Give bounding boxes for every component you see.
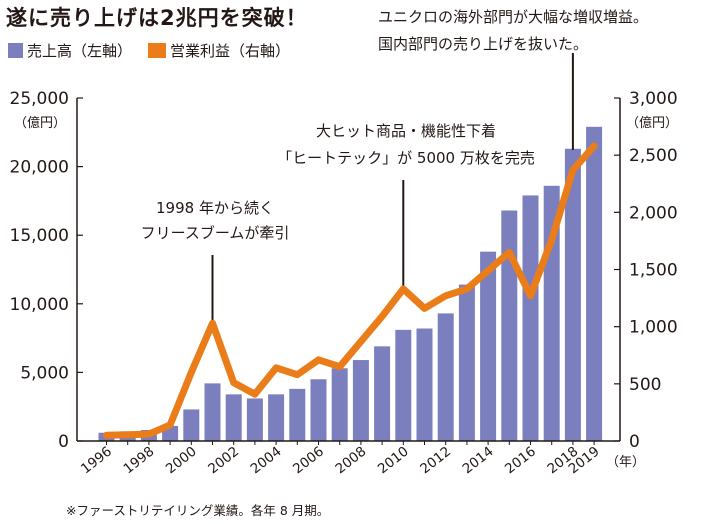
bar-2012 <box>437 313 454 441</box>
right-tick-label: 500 <box>629 375 661 395</box>
left-tick-label: 15,000 <box>10 226 69 246</box>
profit-point-2015 <box>508 251 511 254</box>
legend-sales-label: 売上高（左軸） <box>27 42 133 60</box>
profit-point-2005 <box>296 373 299 376</box>
profit-point-2006 <box>317 358 320 361</box>
profit-line <box>103 142 598 439</box>
bar-2014 <box>480 251 497 441</box>
legend-sales-swatch <box>8 43 23 58</box>
profit-point-2016 <box>529 294 532 297</box>
x-tick-label: 2014 <box>460 444 497 478</box>
profit-point-2017 <box>550 238 553 241</box>
annotation-2001-line-2: フリースブームが牽引 <box>141 224 290 242</box>
x-tick-label: 2016 <box>502 444 539 478</box>
bar-2005 <box>289 388 306 441</box>
x-tick-label: 2008 <box>332 444 369 478</box>
right-axis-unit: （億円） <box>626 116 679 131</box>
profit-point-2009 <box>381 315 384 318</box>
left-tick-label: 10,000 <box>10 295 69 315</box>
bar-2004 <box>268 394 285 441</box>
bar-2006 <box>310 379 327 441</box>
footnote: ※ファーストリテイリング業績。各年 8 月期。 <box>66 503 330 518</box>
profit-point-2014 <box>487 269 490 272</box>
left-axis-unit: （億円） <box>14 116 67 131</box>
profit-point-2012 <box>444 294 447 297</box>
overseas-note: ユニクロの海外部門が大幅な増収増益。 国内部門の売り上げを抜いた。 <box>378 4 648 58</box>
right-tick-label: 2,000 <box>629 203 678 223</box>
bar-2011 <box>416 328 433 441</box>
profit-point-2002 <box>232 381 235 384</box>
x-tick-label: 2012 <box>417 444 454 478</box>
profit-point-1997 <box>126 433 129 436</box>
profit-point-1999 <box>169 423 172 426</box>
left-tick-label: 25,000 <box>10 89 69 109</box>
right-tick-label: 0 <box>629 432 640 452</box>
bar-2013 <box>458 284 475 441</box>
right-tick-label: 3,000 <box>629 89 678 109</box>
bar-2002 <box>225 394 242 441</box>
overseas-note-line-1: ユニクロの海外部門が大幅な増収増益。 <box>378 8 649 26</box>
x-tick-label: 2006 <box>290 444 327 478</box>
bar-2001 <box>204 383 221 441</box>
right-tick-label: 1,500 <box>629 261 678 281</box>
bar-2016 <box>522 195 539 441</box>
x-tick-label: 1998 <box>120 444 157 478</box>
right-tick-label: 1,000 <box>629 318 678 338</box>
x-tick-label: 2004 <box>248 444 285 478</box>
bar-2009 <box>374 346 391 441</box>
overseas-note-line-2: 国内部門の売り上げを抜いた。 <box>378 35 589 53</box>
x-tick-label: 2010 <box>375 444 412 478</box>
profit-point-2004 <box>275 366 278 369</box>
legend-profit-swatch <box>148 43 167 58</box>
legend: 売上高（左軸） 営業利益（右軸） <box>8 40 290 61</box>
profit-point-2007 <box>338 365 341 368</box>
bar-2015 <box>501 210 518 441</box>
year-unit: （年） <box>606 455 646 470</box>
profit-point-2000 <box>190 371 193 374</box>
profit-point-2011 <box>423 307 426 310</box>
bar-2007 <box>331 368 348 441</box>
bar-2018 <box>564 148 581 441</box>
x-tick-label: 2000 <box>163 444 200 478</box>
bar-2000 <box>183 409 200 441</box>
profit-point-1998 <box>147 433 150 436</box>
bar-2003 <box>246 398 263 441</box>
annotation-2010-line-2: 「ヒートテック」が 5000 万枚を完売 <box>277 149 535 167</box>
annotation-2010-line-1: 大ヒット商品・機能性下着 <box>316 122 496 140</box>
left-tick-label: 5,000 <box>20 363 69 383</box>
legend-profit-label: 営業利益（右軸） <box>170 42 291 60</box>
annotation-2001-line-1: 1998 年から続く <box>156 199 274 217</box>
left-tick-label: 20,000 <box>10 158 69 178</box>
left-tick-label: 0 <box>58 432 69 452</box>
bar-2008 <box>352 360 369 441</box>
profit-point-2003 <box>253 393 256 396</box>
profit-point-2001 <box>211 322 214 325</box>
profit-point-2018 <box>571 169 574 172</box>
chart-title: 遂に売り上げは2兆円を突破！ <box>6 6 308 30</box>
x-tick-label: 1996 <box>78 444 115 478</box>
bar-2019 <box>586 126 603 441</box>
profit-point-2010 <box>402 287 405 290</box>
profit-point-2008 <box>359 340 362 343</box>
right-tick-label: 2,500 <box>629 146 678 166</box>
profit-point-1996 <box>105 434 108 437</box>
profit-point-2019 <box>593 145 596 148</box>
bar-2010 <box>395 329 412 441</box>
profit-point-2013 <box>465 287 468 290</box>
x-tick-label: 2002 <box>205 444 242 478</box>
